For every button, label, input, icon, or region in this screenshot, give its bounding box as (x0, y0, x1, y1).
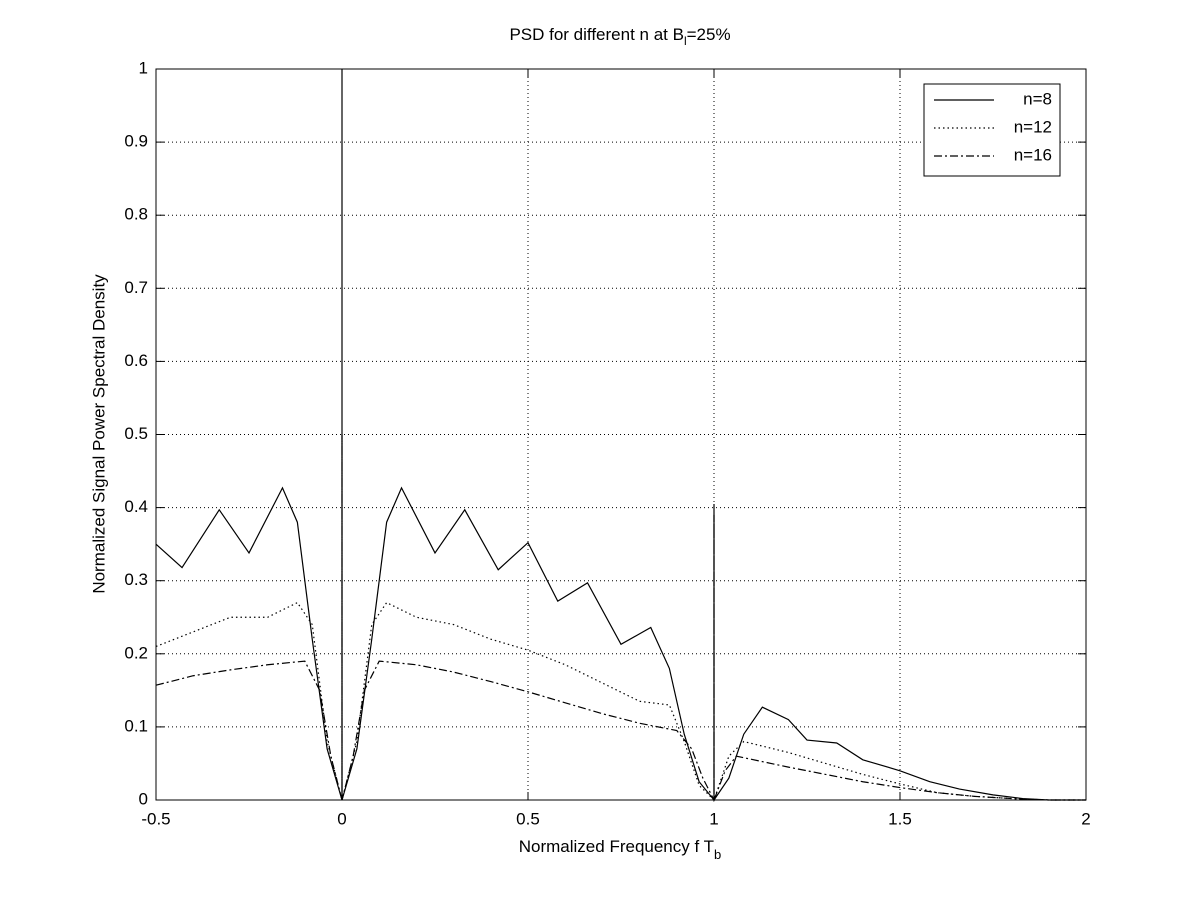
legend-label: n=12 (1014, 117, 1052, 136)
x-tick-label: 1.5 (888, 809, 912, 828)
x-tick-label: 0 (337, 809, 346, 828)
series-line (155, 69, 1086, 802)
y-tick-label: 0.5 (124, 424, 148, 443)
y-tick-label: 0.1 (124, 716, 148, 735)
x-tick-label: 2 (1081, 809, 1090, 828)
x-tick-label: -0.5 (141, 809, 170, 828)
y-tick-label: 0.2 (124, 643, 148, 662)
y-axis-label: Normalized Signal Power Spectral Density (89, 274, 108, 594)
title-suffix: =25% (687, 25, 731, 44)
y-tick-label: 0.8 (124, 205, 148, 224)
x-label-subscript: b (714, 847, 721, 862)
y-tick-label: 0.9 (124, 132, 148, 151)
y-tick-label: 0 (139, 789, 148, 808)
series-line (155, 601, 1086, 802)
legend-label: n=8 (1023, 89, 1052, 108)
series-line (155, 434, 1086, 801)
y-tick-label: 1 (139, 58, 148, 77)
plot-frame (155, 68, 1087, 801)
chart-title: PSD for different n at Bl=25% (509, 25, 730, 48)
x-tick-label: 1 (709, 809, 718, 828)
y-tick-label: 0.7 (124, 278, 148, 297)
legend-label: n=16 (1014, 145, 1052, 164)
x-axis-label: Normalized Frequency f Tb (519, 837, 722, 862)
x-tick-label: 0.5 (516, 809, 540, 828)
x-label-text: Normalized Frequency f T (519, 837, 714, 856)
y-tick-label: 0.3 (124, 570, 148, 589)
title-text: PSD for different n at B (509, 25, 684, 44)
y-tick-label: 0.6 (124, 351, 148, 370)
title-subscript: l (684, 34, 687, 48)
y-tick-label: 0.4 (124, 497, 148, 516)
legend-box (923, 83, 1061, 177)
